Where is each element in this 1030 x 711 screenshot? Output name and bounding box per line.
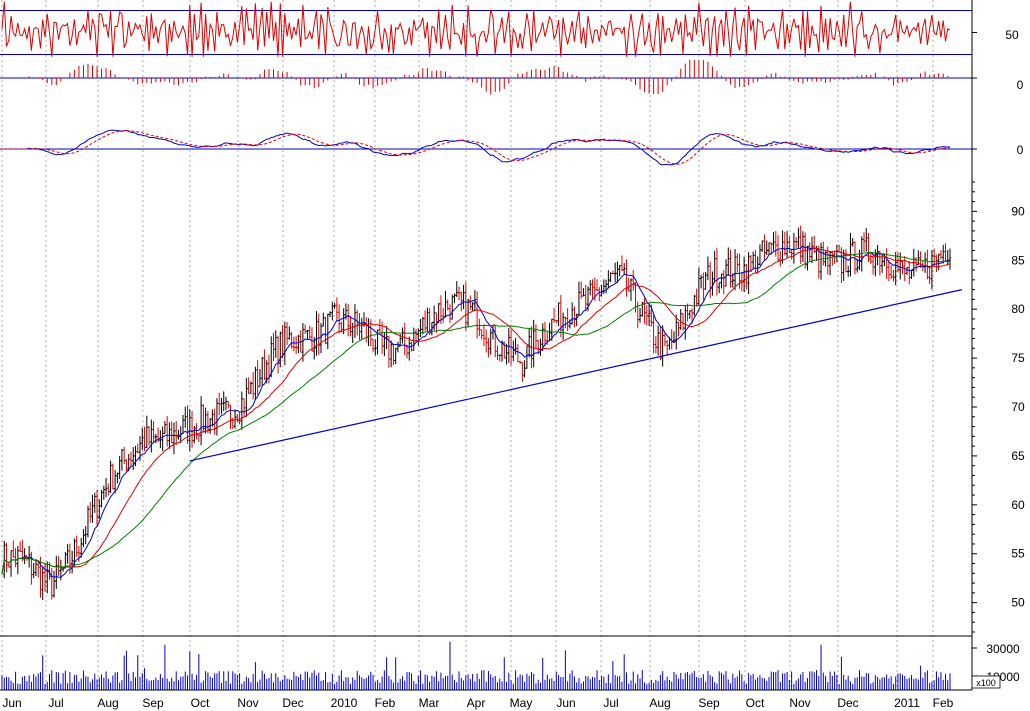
price-tick-label: 55 xyxy=(1011,547,1025,561)
month-label: Sep xyxy=(698,696,720,710)
price-tick-label: 50 xyxy=(1011,596,1025,610)
month-label: Nov xyxy=(789,696,810,710)
histogram-tick-label: 0 xyxy=(1017,78,1024,92)
volume-tick-label-high: 30000 xyxy=(986,642,1020,656)
month-label: Aug xyxy=(97,696,118,710)
month-label: Aug xyxy=(649,696,670,710)
month-label: May xyxy=(510,696,533,710)
moving-average-line xyxy=(1,251,951,575)
price-tick-label: 90 xyxy=(1011,204,1025,218)
volume-panel xyxy=(0,635,977,690)
month-label: Oct xyxy=(746,696,765,710)
month-label: Jul xyxy=(48,696,63,710)
moving-average-line xyxy=(1,247,951,575)
price-tick-label: 80 xyxy=(1011,302,1025,316)
month-label: 2010 xyxy=(331,696,358,710)
month-label: 2011 xyxy=(894,696,920,710)
rsi-panel xyxy=(0,1,977,57)
price-tick-label: 60 xyxy=(1011,498,1025,512)
price-panel xyxy=(1,225,963,600)
macd-signal-line xyxy=(2,130,951,165)
moving-average-line xyxy=(1,244,951,578)
month-label: Dec xyxy=(282,696,303,710)
month-label: Feb xyxy=(375,696,396,710)
macd-panel xyxy=(0,129,977,166)
month-label: Apr xyxy=(467,696,486,710)
month-label: Feb xyxy=(933,696,954,710)
month-label: Jul xyxy=(603,696,618,710)
price-tick-label: 65 xyxy=(1011,449,1025,463)
rsi-line xyxy=(1,1,951,57)
month-label: Sep xyxy=(142,696,164,710)
month-label: Jun xyxy=(2,696,21,710)
volume-multiplier-box xyxy=(971,675,1001,689)
month-label: Nov xyxy=(237,696,258,710)
month-label: Mar xyxy=(419,696,440,710)
price-tick-label: 75 xyxy=(1011,351,1025,365)
price-tick-label: 70 xyxy=(1011,400,1025,414)
rsi-tick-label: 50 xyxy=(1005,28,1019,42)
volume-multiplier-label: x100 xyxy=(976,678,996,688)
price-tick-label: 85 xyxy=(1011,253,1025,267)
month-label: Oct xyxy=(191,696,210,710)
macd-histogram-panel xyxy=(0,60,977,95)
macd-line xyxy=(2,129,950,166)
month-gridlines xyxy=(1,0,934,690)
macd-tick-label: 0 xyxy=(1017,143,1024,157)
month-label: Dec xyxy=(837,696,858,710)
trendline xyxy=(189,289,963,462)
month-label: Jun xyxy=(556,696,575,710)
